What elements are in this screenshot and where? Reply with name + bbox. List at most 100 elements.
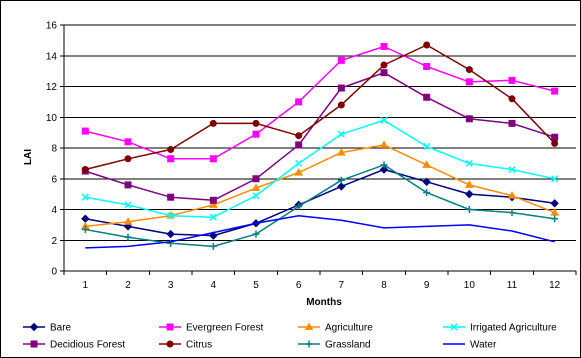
legend-marker-irrigated-agriculture-stroke <box>450 323 458 331</box>
data-point-evergreen-forest <box>81 127 89 135</box>
legend: Bare Evergreen Forest Agriculture Irrigated… <box>23 323 557 351</box>
x-tick-label: 12 <box>549 280 561 291</box>
series-line-water <box>85 214 555 249</box>
data-point-grassland <box>252 230 260 238</box>
data-point-irrigated-agriculture-stroke <box>167 212 175 220</box>
data-point-citrus <box>551 139 559 147</box>
y-tick-label: 12 <box>46 82 58 93</box>
data-point-grassland <box>167 239 175 247</box>
y-tick-label: 0 <box>51 267 57 278</box>
data-point-evergreen-forest <box>551 87 559 95</box>
data-point-evergreen-forest <box>252 130 260 138</box>
data-point-citrus <box>209 119 217 127</box>
data-point-irrigated-agriculture-stroke <box>508 165 516 174</box>
legend-item-water: Water <box>443 340 497 351</box>
data-point-grassland <box>337 176 345 184</box>
legend-label-agriculture: Agriculture <box>325 323 373 334</box>
series-water <box>85 214 555 249</box>
x-tick-label: 8 <box>381 280 387 291</box>
data-point-evergreen-forest <box>295 98 303 106</box>
legend-marker-citrus <box>166 340 174 348</box>
data-point-decidious-forest <box>465 115 473 123</box>
x-tick-label: 4 <box>211 280 217 291</box>
data-point-bare <box>465 189 474 199</box>
legend-marker-bare <box>29 322 39 332</box>
series-line-irrigated-agriculture <box>85 119 555 218</box>
data-point-irrigated-agriculture-stroke <box>209 213 217 221</box>
data-point-decidious-forest <box>209 196 217 204</box>
data-point-bare <box>550 199 559 208</box>
legend-label-irrigated-agriculture: Irrigated Agriculture <box>470 323 557 334</box>
data-point-agriculture <box>294 168 304 176</box>
data-point-grassland <box>508 209 516 217</box>
data-point-grassland <box>380 161 388 169</box>
series-agriculture <box>80 140 560 230</box>
data-point-agriculture <box>422 160 432 168</box>
data-point-bare <box>422 177 431 187</box>
legend-marker-evergreen-forest <box>166 323 174 331</box>
legend-item-irrigated-agriculture: Irrigated Agriculture <box>443 323 557 334</box>
legend-label-water: Water <box>470 340 497 351</box>
y-axis-title: LAI <box>23 149 34 165</box>
data-point-bare <box>379 165 389 174</box>
data-point-irrigated-agriculture <box>337 130 345 138</box>
data-point-agriculture <box>123 217 133 225</box>
data-point-irrigated-agriculture <box>380 116 388 124</box>
data-point-decidious-forest <box>252 175 260 183</box>
data-point-bare <box>209 231 218 240</box>
data-point-grassland <box>124 233 132 241</box>
data-point-grassland <box>423 189 431 197</box>
data-point-grassland <box>81 225 89 233</box>
data-point-evergreen-forest <box>380 43 388 51</box>
legend-label-evergreen-forest: Evergreen Forest <box>186 323 263 334</box>
data-point-decidious-forest <box>380 69 388 77</box>
series-irrigated-agriculture <box>81 116 559 221</box>
data-point-citrus <box>465 66 473 74</box>
y-tick-label: 14 <box>46 51 58 62</box>
x-tick-label: 7 <box>339 280 345 291</box>
data-point-irrigated-agriculture <box>167 212 175 220</box>
series-citrus <box>81 41 559 174</box>
data-point-agriculture <box>251 183 261 191</box>
x-tick-label: 11 <box>507 280 518 291</box>
data-point-evergreen-forest <box>209 155 217 163</box>
y-tick-label: 10 <box>46 113 58 124</box>
data-point-decidious-forest <box>508 119 516 127</box>
x-tick-label: 9 <box>424 280 430 291</box>
x-axis-title: Months <box>306 297 342 308</box>
data-point-irrigated-agriculture-stroke <box>337 130 345 138</box>
legend-label-bare: Bare <box>50 323 72 334</box>
legend-item-evergreen-forest: Evergreen Forest <box>159 323 263 334</box>
series-line-decidious-forest <box>85 71 555 202</box>
x-tick-label: 6 <box>296 280 302 291</box>
data-point-irrigated-agriculture <box>551 175 559 183</box>
data-point-decidious-forest <box>423 93 431 101</box>
data-point-evergreen-forest <box>167 155 175 163</box>
data-point-irrigated-agriculture-stroke <box>465 159 473 167</box>
data-point-irrigated-agriculture <box>465 159 473 167</box>
data-point-citrus <box>295 132 303 140</box>
data-point-decidious-forest <box>167 193 175 201</box>
data-point-grassland <box>465 206 473 213</box>
data-point-agriculture <box>550 208 560 216</box>
x-tick-label: 3 <box>168 280 174 291</box>
y-tick-label: 16 <box>46 21 58 32</box>
data-point-irrigated-agriculture <box>209 213 217 221</box>
legend-marker-decidious-forest <box>30 340 38 348</box>
legend-marker-irrigated-agriculture <box>450 323 458 331</box>
series-evergreen-forest <box>81 43 559 163</box>
data-point-citrus <box>252 119 260 127</box>
data-point-grassland <box>209 242 217 250</box>
data-point-agriculture <box>464 180 474 188</box>
series-line-evergreen-forest <box>85 45 555 160</box>
y-tick-label: 6 <box>51 174 57 185</box>
legend-marker-agriculture <box>304 322 314 330</box>
data-point-agriculture <box>379 140 389 148</box>
data-point-grassland <box>551 215 559 223</box>
data-point-citrus <box>337 101 345 109</box>
data-point-citrus <box>423 41 431 49</box>
series-layer <box>80 41 560 250</box>
data-point-decidious-forest <box>124 181 132 189</box>
